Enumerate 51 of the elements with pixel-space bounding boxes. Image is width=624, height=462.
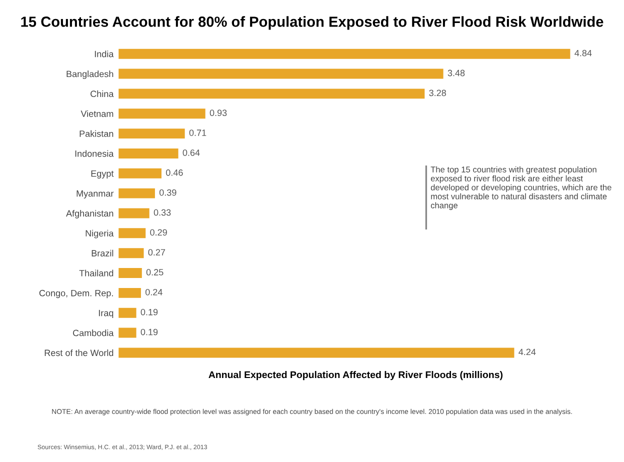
- y-tick-label: Vietnam: [80, 110, 114, 117]
- bar: [118, 208, 150, 218]
- data-label: 3.28: [429, 90, 446, 96]
- x-axis-title: Annual Expected Population Affected by River Floods (millions): [208, 371, 502, 380]
- data-label: 4.24: [518, 348, 536, 356]
- bar: [118, 288, 141, 298]
- bar: [118, 48, 570, 59]
- annotation: The top 15 countries with greatest population exposed to river flood risk are either least developed or developing countries, which are the most vulnerable to natural disasters and climate change: [430, 166, 612, 210]
- bar: [118, 168, 162, 178]
- data-label: 0.93: [210, 110, 227, 116]
- bar: [118, 348, 514, 358]
- bar: [118, 148, 178, 158]
- data-label: 0.71: [189, 130, 206, 136]
- y-tick-label: Rest of the World: [44, 349, 114, 356]
- y-tick-label: Egypt: [91, 170, 114, 179]
- data-label: 0.19: [140, 308, 158, 316]
- data-label: 4.84: [574, 50, 592, 56]
- data-label: 0.19: [140, 328, 158, 336]
- bar: [118, 188, 155, 198]
- y-tick-label: Pakistan: [80, 130, 114, 137]
- y-tick-label: Nigeria: [86, 230, 114, 238]
- data-label: 0.29: [150, 229, 167, 236]
- y-tick-label: Iraq: [98, 310, 114, 318]
- y-tick-label: Congo, Dem. Rep.: [39, 290, 113, 298]
- bar: [118, 68, 444, 79]
- y-tick-label: Brazil: [92, 250, 114, 256]
- bar: [118, 108, 206, 119]
- y-tick-label: China: [90, 90, 114, 98]
- data-label: 3.48: [448, 70, 465, 76]
- bar: [118, 268, 142, 278]
- data-label: 0.27: [148, 249, 166, 256]
- y-tick-label: Thailand: [79, 270, 114, 276]
- data-label: 0.64: [182, 150, 200, 156]
- chart-title: 15 Countries Account for 80% of Population Exposed to River Flood Risk Worldwide: [21, 16, 604, 30]
- data-label: 0.25: [146, 269, 164, 276]
- y-tick-label: India: [94, 50, 114, 58]
- bar: [118, 248, 144, 258]
- bar: [118, 308, 136, 318]
- y-tick-label: Bangladesh: [66, 70, 114, 79]
- bar: [118, 128, 185, 139]
- data-label: 0.39: [159, 189, 176, 196]
- y-tick-label: Indonesia: [75, 150, 114, 157]
- data-label: 0.33: [154, 209, 171, 216]
- data-label: 0.46: [166, 169, 183, 176]
- y-tick-label: Cambodia: [73, 330, 114, 336]
- bar: [118, 88, 425, 99]
- y-tick-label: Myanmar: [76, 190, 114, 198]
- bar: [118, 228, 146, 238]
- y-tick-label: Afghanistan: [66, 210, 114, 218]
- bar: [118, 328, 136, 338]
- data-label: 0.24: [145, 288, 162, 296]
